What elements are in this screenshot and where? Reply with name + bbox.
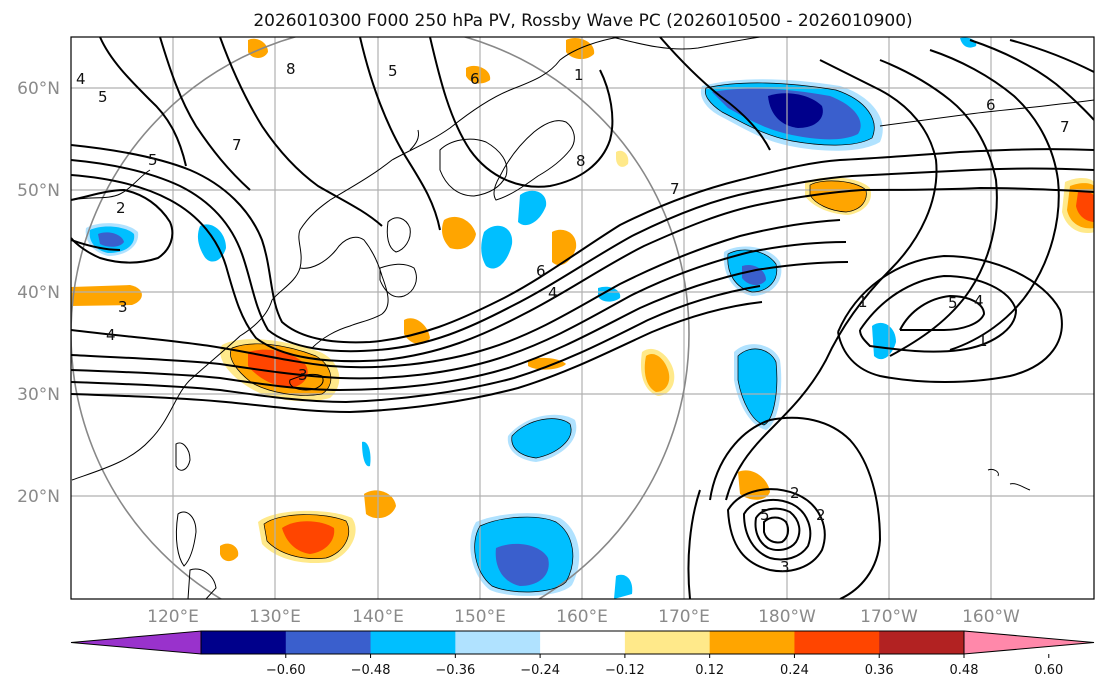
latitude-axis: 60°N 50°N 40°N 30°N 20°N <box>17 79 60 507</box>
negative-anomalies <box>85 37 977 599</box>
coastlines <box>71 37 1094 599</box>
lon-label: 170°W <box>860 607 918 627</box>
lat-label: 60°N <box>17 79 60 99</box>
contour-label: 4 <box>974 292 984 310</box>
colorbar-tick-label: −0.24 <box>520 663 560 678</box>
colorbar-tick-label: −0.48 <box>351 663 391 678</box>
colorbar-swatch <box>879 631 965 654</box>
anomaly-western-pacific <box>470 513 580 596</box>
positive-anomalies <box>71 37 1094 564</box>
contour-label: 8 <box>286 60 296 78</box>
contour-label: 6 <box>536 262 546 280</box>
lat-label: 20°N <box>17 487 60 507</box>
lon-label: 170°E <box>658 607 710 627</box>
colorbar-extend-low <box>70 630 202 655</box>
lon-label: 140°E <box>352 607 404 627</box>
lon-label: 180°W <box>758 607 816 627</box>
colorbar-tick-label: −0.36 <box>435 663 475 678</box>
lon-label: 150°E <box>454 607 506 627</box>
contour-label: 3 <box>780 558 790 576</box>
contour-label: 7 <box>1060 118 1070 136</box>
anomaly-kuril <box>552 229 577 266</box>
contour-label: 5 <box>948 294 958 312</box>
lat-label: 40°N <box>17 283 60 303</box>
contour-label: 8 <box>576 152 586 170</box>
colorbar-tick-label: −0.60 <box>266 663 306 678</box>
anomaly-subtropical <box>738 470 770 500</box>
colorbar-swatch <box>624 631 711 654</box>
colorbar: −0.60 −0.48 −0.36 −0.24 −0.12 0.12 0.24 0.36 0.4… <box>70 630 1095 678</box>
contour-label: 2 <box>790 484 800 502</box>
lon-label: 130°E <box>249 607 301 627</box>
lat-label: 30°N <box>17 385 60 405</box>
contour-label: 7 <box>232 136 242 154</box>
colorbar-tick-label: −0.12 <box>605 663 645 678</box>
lat-label: 50°N <box>17 181 60 201</box>
domain-circle <box>71 37 690 599</box>
contour-label: 5 <box>148 151 158 169</box>
anomaly-hokkaido <box>442 216 476 250</box>
contour-label: 4 <box>548 284 558 302</box>
colorbar-tick-label: 0.60 <box>1034 663 1063 678</box>
contour-label: 2 <box>116 199 126 217</box>
colorbar-swatch <box>370 631 456 654</box>
anomaly-west-edge <box>71 285 142 306</box>
contour-label: 2 <box>816 506 826 524</box>
contour-label: 5 <box>388 62 398 80</box>
lon-label: 160°W <box>962 607 1020 627</box>
colorbar-tick-label: 0.24 <box>780 663 809 678</box>
contour-label: 6 <box>470 70 480 88</box>
contour-label: 7 <box>670 180 680 198</box>
contour-label: 3 <box>298 366 308 384</box>
longitude-axis: 120°E 130°E 140°E 150°E 160°E 170°E 180°… <box>147 607 1020 627</box>
contour-label: 4 <box>76 70 86 88</box>
contour-label: 1 <box>858 293 868 311</box>
colorbar-swatch <box>285 631 372 654</box>
anomaly-kamchatka-low <box>700 79 883 151</box>
colorbar-tick-label: 0.36 <box>865 663 894 678</box>
lon-label: 120°E <box>147 607 199 627</box>
contour-label: 1 <box>978 332 988 350</box>
graticule <box>71 37 1094 599</box>
contour-label-group: 5 7 5 2 4 3 6 8 1 5 4 7 6 4 2 3 8 5 4 1 … <box>76 60 1070 576</box>
contour-lines <box>71 37 1094 599</box>
colorbar-swatch <box>455 631 541 654</box>
contour-label: 5 <box>98 88 108 106</box>
colorbar-frame <box>200 630 965 655</box>
lon-label: 160°E <box>556 607 608 627</box>
anomaly-outlines <box>230 82 875 593</box>
contour-label: 5 <box>760 506 770 524</box>
map-frame <box>70 36 1095 600</box>
map-panel: 5 7 5 2 4 3 6 8 1 5 4 7 6 4 2 3 8 5 4 1 … <box>71 37 1094 599</box>
contour-label: 4 <box>106 326 116 344</box>
contour-label: 1 <box>574 66 584 84</box>
colorbar-extend-high <box>963 630 1095 655</box>
anomaly-south-sea <box>258 510 356 564</box>
colorbar-swatch <box>201 631 287 654</box>
colorbar-tick-label: 0.48 <box>950 663 979 678</box>
map-title: 2026010300 F000 250 hPa PV, Rossby Wave … <box>253 11 912 31</box>
contour-label: 6 <box>986 96 996 114</box>
colorbar-swatch <box>709 631 795 654</box>
colorbar-swatch <box>540 631 626 654</box>
colorbar-tick-label: 0.12 <box>695 663 724 678</box>
colorbar-swatch <box>794 631 880 654</box>
contour-label: 3 <box>118 298 128 316</box>
